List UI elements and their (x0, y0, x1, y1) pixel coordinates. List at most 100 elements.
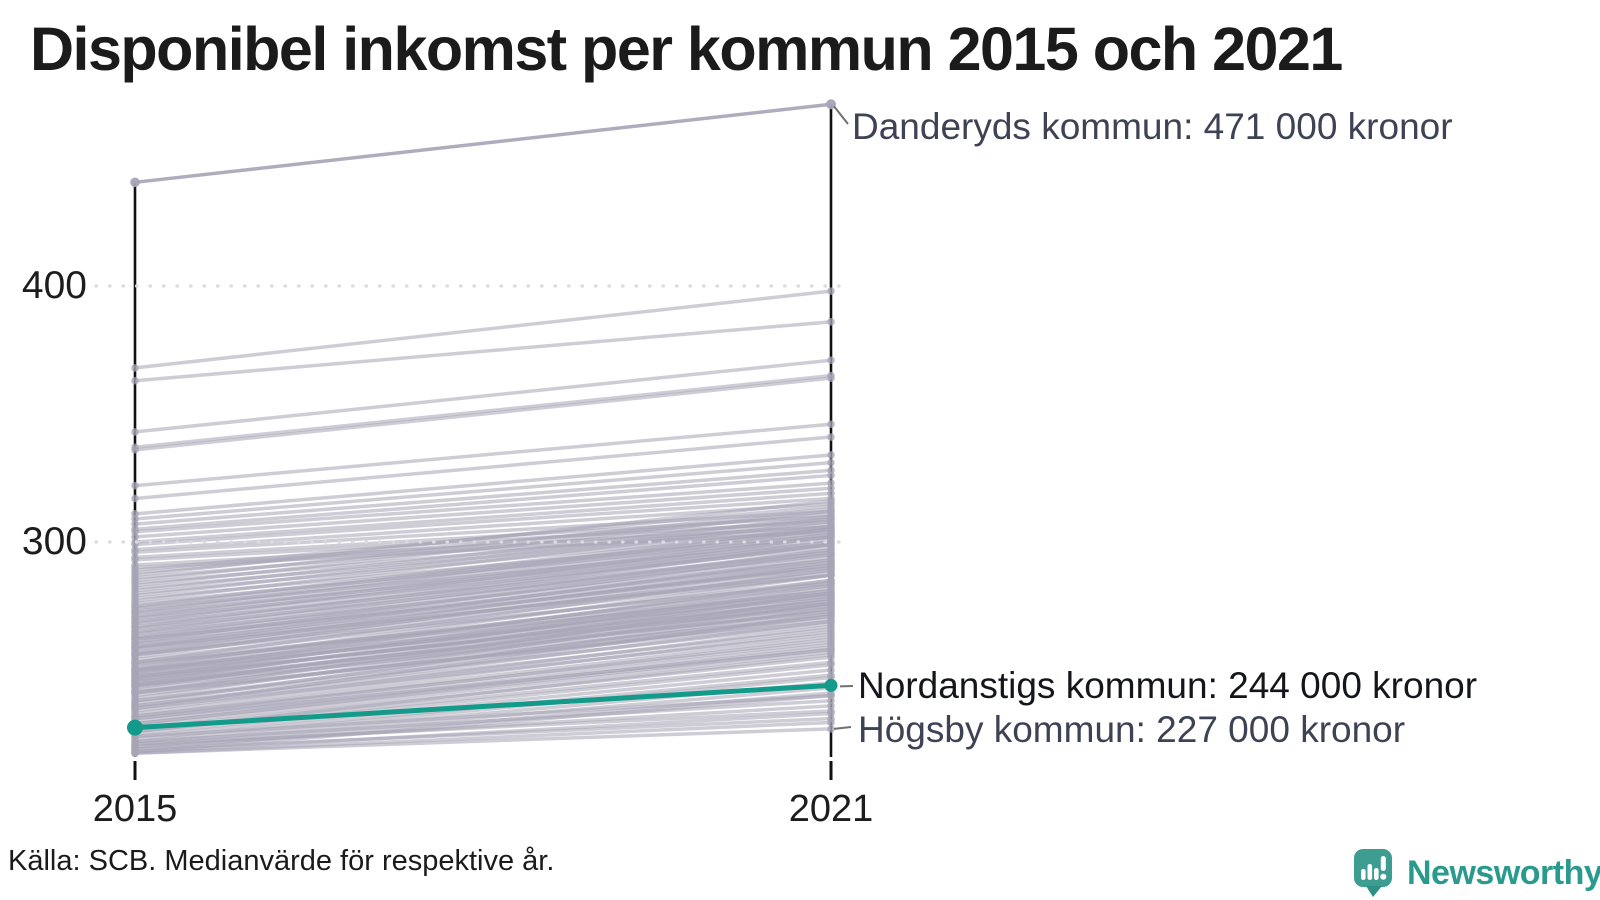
municipality-line (134, 622, 832, 703)
annotation-hogsby: Högsby kommun: 227 000 kronor (858, 709, 1406, 750)
municipality-line (134, 358, 832, 434)
municipality-dot-2021 (827, 525, 835, 533)
municipality-dot-2021 (827, 287, 835, 295)
municipality-dot-2015 (131, 481, 139, 490)
municipality-dot-2021 (827, 579, 835, 587)
municipality-line (134, 320, 832, 383)
municipality-dot-2021 (827, 374, 835, 382)
chart-title: Disponibel inkomst per kommun 2015 och 2… (30, 15, 1343, 83)
municipality-dot-2021 (827, 356, 835, 365)
municipality-line (134, 289, 832, 370)
municipality-line (134, 647, 832, 726)
municipality-line (134, 537, 832, 625)
municipality-line (134, 614, 832, 689)
municipality-line (134, 547, 832, 635)
municipality-dot-2021 (827, 707, 835, 715)
municipality-dot-2021 (827, 563, 835, 572)
leader-hogsby (833, 726, 852, 730)
municipality-line (134, 617, 832, 695)
municipality-dot-2015 (131, 643, 139, 651)
municipality-dot-2015 (131, 673, 139, 682)
y-axis-tick-400: 400 (21, 264, 87, 307)
municipality-line (134, 373, 832, 450)
municipality-line (134, 565, 832, 642)
municipality-line (134, 496, 832, 547)
municipality-line (134, 637, 832, 721)
x-axis-label-2021: 2021 (788, 788, 874, 830)
municipality-line (134, 514, 832, 593)
municipality-line (134, 499, 832, 578)
municipality-line (134, 650, 832, 729)
municipality-dot-2021 (827, 725, 835, 733)
municipality-dot-2015 (131, 635, 139, 644)
x-axis-label-2015: 2015 (92, 788, 178, 830)
municipality-line (134, 517, 832, 598)
municipality-line (134, 453, 832, 516)
municipality-dot-2015 (131, 658, 139, 667)
municipality-dot-2021 (827, 718, 835, 727)
municipality-line (134, 553, 832, 640)
municipality-line (134, 655, 832, 731)
municipality-dot-2015 (131, 446, 139, 454)
highlight-dot-2021 (824, 678, 838, 692)
municipality-line (134, 727, 832, 755)
newsworthy-logo-icon (1354, 849, 1392, 897)
municipality-dot-2015 (131, 740, 139, 749)
municipality-dot-2015 (131, 689, 139, 697)
leader-danderyd (833, 105, 849, 125)
municipality-line (134, 716, 832, 752)
municipality-line (134, 668, 832, 739)
municipality-dot-2015 (131, 681, 139, 690)
municipality-dot-2015 (131, 603, 139, 612)
danderyd-line (134, 102, 832, 185)
municipality-dot-2015 (131, 428, 139, 436)
municipality-dot-2021 (827, 458, 835, 467)
municipality-line (134, 634, 832, 718)
municipality-line (134, 604, 832, 686)
municipality-dot-2021 (827, 591, 835, 600)
municipality-line (134, 629, 832, 716)
annotation-danderyd: Danderyds kommun: 471 000 kronor (852, 106, 1453, 147)
highlight-dot-2015 (127, 719, 143, 736)
municipality-line (134, 509, 832, 588)
municipality-line (134, 535, 832, 620)
municipality-line (134, 460, 832, 521)
newsworthy-brand[interactable]: Newsworthy (1354, 849, 1600, 898)
municipality-line (134, 473, 832, 531)
municipality-dot-2021 (827, 318, 835, 326)
y-axis-tick-300: 300 (21, 520, 87, 563)
municipality-dot-2021 (827, 571, 835, 580)
municipality-dot-2015 (131, 749, 139, 757)
municipality-line (134, 698, 832, 744)
municipality-dot-2021 (827, 451, 835, 459)
municipality-dot-2021 (827, 433, 835, 441)
municipality-dot-2015 (131, 666, 139, 674)
municipality-line (134, 573, 832, 649)
municipality-dot-2021 (827, 607, 835, 615)
municipality-line (134, 481, 832, 534)
municipality-line (134, 601, 832, 680)
municipality-line (134, 527, 832, 610)
municipality-dot-2021 (827, 471, 835, 480)
municipality-dot-2021 (827, 691, 835, 700)
municipality-dot-2021 (827, 497, 835, 505)
municipality-dot-2015 (131, 650, 139, 659)
municipality-line (134, 558, 832, 645)
municipality-line (134, 435, 832, 501)
municipality-line (134, 624, 832, 713)
municipality-dot-2015 (131, 364, 139, 372)
municipality-line (134, 709, 832, 746)
newsworthy-wordmark: Newsworthy (1407, 854, 1600, 892)
municipality-line (134, 542, 832, 630)
municipality-line (134, 376, 832, 452)
municipality-dot-2021 (827, 599, 835, 608)
municipality-line (134, 642, 832, 723)
annotation-nordanstig: Nordanstigs kommun: 244 000 kronor (858, 665, 1478, 706)
highlight-line-nordanstig (134, 682, 832, 731)
municipality-dot-2015 (131, 494, 139, 503)
municipality-line (134, 506, 832, 583)
municipality-line (134, 486, 832, 539)
municipality-line (134, 588, 832, 665)
